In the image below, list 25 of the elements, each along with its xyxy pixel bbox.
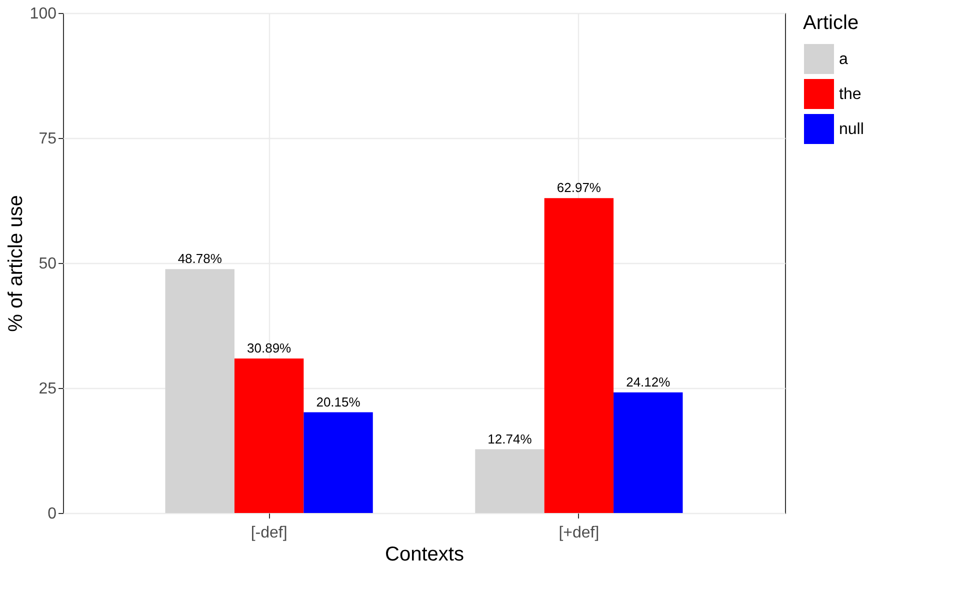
bar [544,198,614,513]
x-tick-label: [-def] [250,524,288,542]
y-tick-label: 75 [38,130,57,148]
data-label: 48.78% [178,251,222,266]
bar [475,449,544,513]
y-tick-label: 0 [48,506,57,522]
data-label: 24.12% [626,374,671,390]
legend-title: Article [803,12,859,34]
y-tick-label: 100 [30,6,57,22]
x-axis-title: Contexts [385,544,464,566]
data-label: 12.74% [488,431,532,446]
legend-label: null [839,121,864,138]
legend-label: a [839,51,848,68]
bar [614,392,683,513]
bar [304,412,373,513]
y-tick-label: 50 [38,256,57,272]
y-axis-title: % of article use [4,195,27,332]
legend-label: the [839,86,862,103]
x-tick-label: [+def] [558,524,600,542]
bar [165,269,234,513]
y-tick-label: 25 [38,380,57,398]
data-label: 20.15% [316,394,361,410]
data-label: 30.89% [247,340,292,356]
bar [234,358,304,513]
data-label: 62.97% [556,180,602,196]
